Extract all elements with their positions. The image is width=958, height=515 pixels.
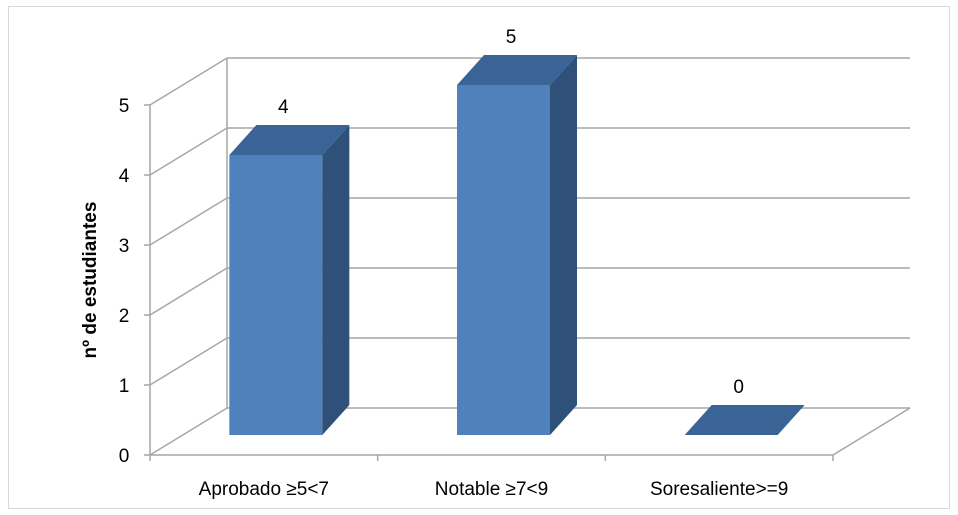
- gridline-wall: [149, 337, 228, 386]
- bar-top: [457, 55, 577, 85]
- bar-front: [229, 155, 323, 435]
- bar-top: [229, 125, 350, 155]
- bar-1: [229, 125, 350, 435]
- x-tick-label: Soresaliente>=9: [650, 479, 788, 500]
- data-label: 0: [733, 377, 744, 398]
- x-tick-label: Notable ≥7<9: [435, 479, 548, 500]
- data-labels: 4 5 0: [278, 27, 744, 398]
- y-tick-labels: 0 1 2 3 4 5: [119, 96, 150, 467]
- y-tick-label: 1: [119, 376, 130, 397]
- bar-3: [684, 405, 805, 435]
- bar-side: [322, 125, 350, 435]
- y-tick-label: 2: [119, 306, 130, 327]
- x-tick-label: Aprobado ≥5<7: [199, 479, 329, 500]
- y-tick-label: 4: [119, 166, 130, 187]
- bar-2: [457, 55, 577, 435]
- y-tick-label: 0: [119, 446, 130, 467]
- data-label: 5: [506, 27, 517, 48]
- gridline-wall: [149, 407, 228, 456]
- bar-top: [684, 405, 805, 435]
- x-tick-labels: Aprobado ≥5<7 Notable ≥7<9 Soresaliente>=9: [199, 479, 789, 500]
- gridline-wall: [149, 127, 228, 176]
- y-axis-label: nº de estudiantes: [80, 202, 101, 359]
- floor-right-edge: [832, 407, 911, 456]
- gridline-wall: [149, 267, 228, 316]
- gridline-wall: [149, 197, 228, 246]
- y-tick-label: 3: [119, 236, 130, 257]
- y-tick-label: 5: [119, 96, 130, 117]
- bar-front: [457, 85, 550, 435]
- gridline-wall: [149, 57, 228, 106]
- axes: [149, 58, 911, 461]
- chart-frame: [8, 6, 950, 509]
- bars: [229, 55, 805, 435]
- bar-side: [550, 55, 577, 435]
- data-label: 4: [278, 97, 289, 118]
